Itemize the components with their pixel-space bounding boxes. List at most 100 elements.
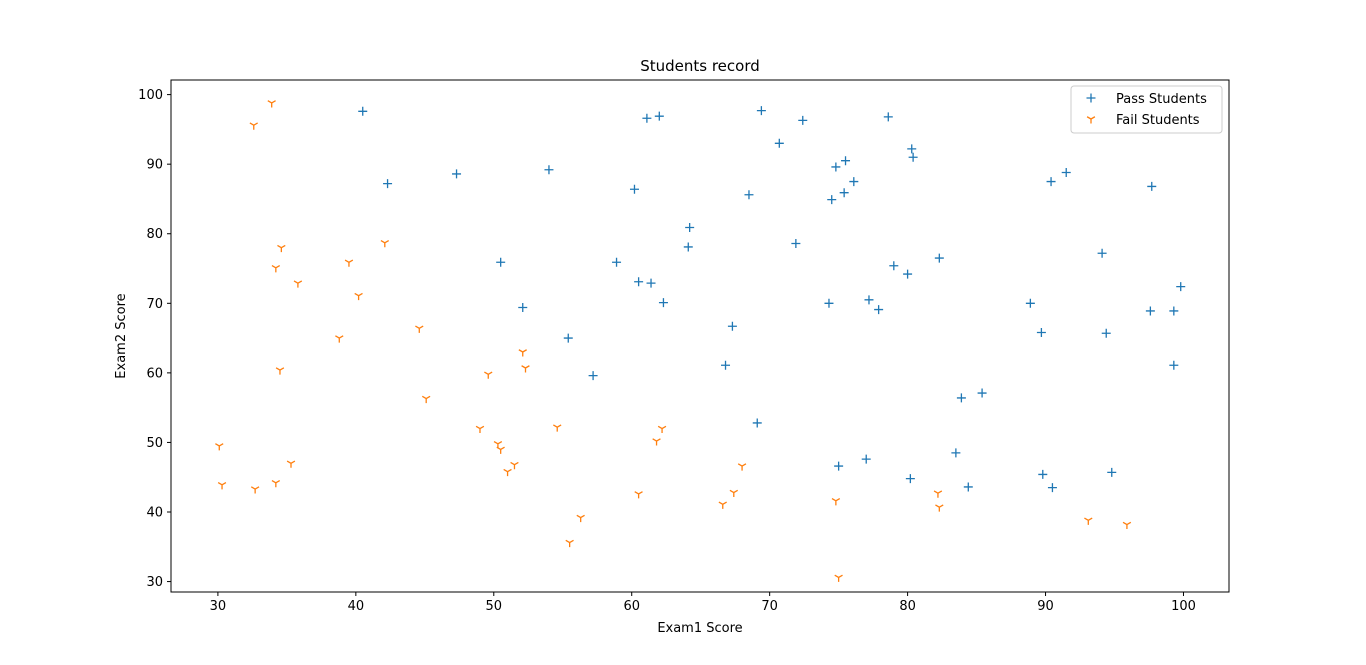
pass-student-point <box>1046 177 1056 187</box>
fail-student-point <box>421 395 431 404</box>
x-axis-ticks: 30 40 50 60 70 80 90 100 <box>210 592 1196 614</box>
pass-student-point <box>774 138 784 148</box>
pass-student-point <box>358 106 368 116</box>
pass-student-point <box>1061 168 1071 178</box>
fail-student-point <box>652 438 661 446</box>
legend-pass-symbol <box>1086 93 1096 103</box>
fail-student-point <box>1084 517 1093 525</box>
pass-student-point <box>905 474 915 484</box>
pass-student-point <box>1036 328 1046 338</box>
pass-student-point <box>883 112 893 122</box>
pass-student-point <box>588 371 598 381</box>
fail-student-point <box>834 574 843 582</box>
y-tick-label: 40 <box>146 506 163 521</box>
fail-student-point <box>935 504 944 512</box>
pass-student-point <box>654 111 664 121</box>
pass-student-point <box>756 106 766 116</box>
pass-student-point <box>383 179 393 189</box>
legend: Pass Students Fail Students <box>1070 85 1223 134</box>
fail-student-point <box>718 501 727 509</box>
x-tick-label: 60 <box>623 599 640 614</box>
pass-student-point <box>839 188 849 198</box>
fail-student-point <box>275 367 285 375</box>
pass-student-point <box>977 388 987 398</box>
pass-student-point <box>1145 306 1155 316</box>
fail-student-point <box>286 460 296 468</box>
pass-student-point <box>907 144 917 154</box>
pass-student-point <box>1107 467 1117 477</box>
fail-student-point <box>565 539 574 548</box>
fail-student-point <box>293 280 303 288</box>
pass-student-point <box>1176 282 1186 292</box>
pass-student-point <box>934 253 944 263</box>
pass-student-point <box>1147 181 1157 191</box>
fail-student-point <box>657 425 667 434</box>
pass-student-point <box>824 298 834 308</box>
y-tick-label: 70 <box>146 297 163 312</box>
x-tick-label: 50 <box>486 599 503 614</box>
fail-student-point <box>250 486 260 494</box>
pass-student-point <box>683 242 693 252</box>
pass-student-point <box>1101 328 1111 338</box>
fail-student-point <box>576 514 585 523</box>
fail-student-point <box>267 100 276 108</box>
y-axis-label: Exam2 Score <box>114 293 129 378</box>
fail-student-point <box>503 468 512 477</box>
y-tick-label: 50 <box>146 436 163 451</box>
pass-student-point <box>1025 298 1035 308</box>
pass-student-point <box>903 269 913 279</box>
chart-title: Students record <box>640 57 760 75</box>
plot-area-frame <box>170 79 1230 593</box>
pass-student-point <box>798 115 808 125</box>
pass-student-point <box>646 278 656 288</box>
fail-student-point <box>249 122 258 130</box>
fail-student-point <box>335 335 344 343</box>
pass-student-point <box>685 222 695 232</box>
pass-student-point <box>1038 469 1048 479</box>
pass-student-point <box>634 277 644 287</box>
pass-student-point <box>744 190 754 200</box>
y-tick-label: 30 <box>146 575 163 590</box>
fail-student-point <box>510 461 519 470</box>
pass-student-point <box>889 261 899 271</box>
pass-student-point <box>544 165 554 175</box>
pass-student-point <box>1169 360 1179 370</box>
pass-student-point <box>563 333 573 343</box>
pass-student-point <box>629 184 639 194</box>
x-tick-label: 90 <box>1037 599 1054 614</box>
pass-student-point <box>1097 248 1107 258</box>
y-axis-ticks: 30 40 50 60 70 80 90 100 <box>138 88 171 590</box>
pass-student-point <box>963 482 973 492</box>
pass-student-point <box>496 257 506 267</box>
pass-student-point <box>612 257 622 267</box>
pass-student-point <box>956 393 966 403</box>
fail-student-point <box>217 482 227 490</box>
pass-student-point <box>721 360 731 370</box>
pass-student-point <box>1169 306 1179 316</box>
x-tick-label: 30 <box>210 599 227 614</box>
fail-student-point <box>271 479 281 488</box>
fail-student-point <box>729 489 739 498</box>
x-axis-label: Exam1 Score <box>657 621 742 636</box>
pass-student-point <box>831 162 841 172</box>
pass-student-point <box>864 295 874 305</box>
pass-student-point <box>658 298 668 308</box>
legend-fail-symbol <box>1086 116 1096 124</box>
x-tick-label: 40 <box>348 599 365 614</box>
fail-student-point <box>553 424 562 432</box>
pass-student-point <box>874 305 884 315</box>
y-tick-label: 60 <box>146 366 163 381</box>
pass-student-point <box>518 302 528 312</box>
pass-student-point <box>861 454 871 464</box>
fail-student-point <box>496 446 505 454</box>
pass-student-point <box>752 418 762 428</box>
fail-student-point <box>344 259 354 267</box>
pass-student-point <box>827 195 837 205</box>
fail-student-point <box>1122 521 1132 530</box>
pass-student-point <box>841 156 851 166</box>
legend-pass-label: Pass Students <box>1116 92 1207 107</box>
fail-student-point <box>354 292 363 301</box>
legend-pass-marker <box>1086 93 1096 103</box>
fail-student-point <box>933 490 943 498</box>
